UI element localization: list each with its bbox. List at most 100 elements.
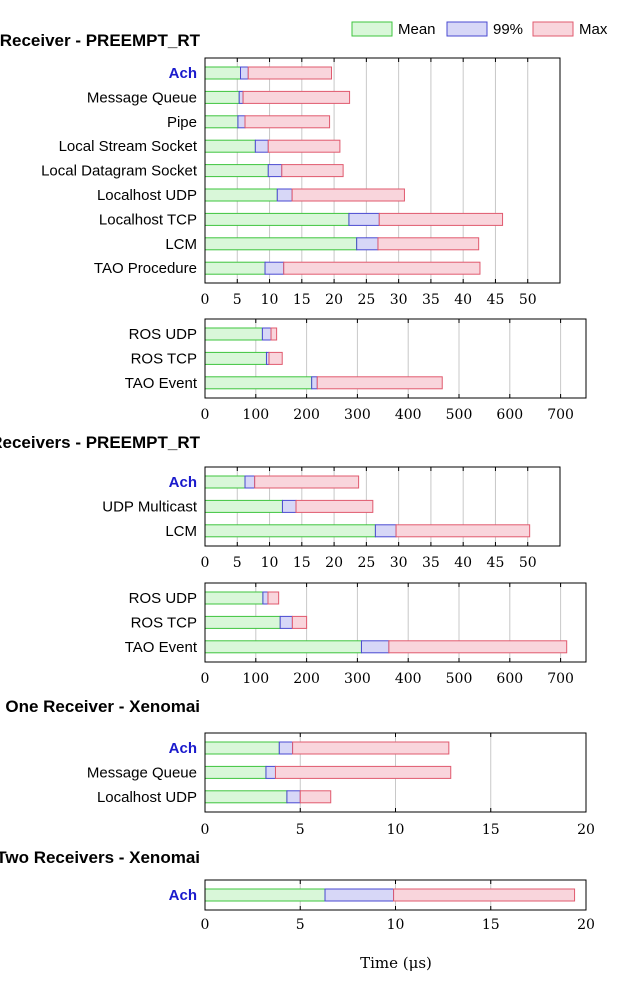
x-tick-label: 0 <box>201 822 210 838</box>
x-tick-label: 400 <box>395 671 422 687</box>
x-tick-label: 700 <box>547 671 574 687</box>
category-label: LCM <box>165 236 197 253</box>
legend-swatch-max <box>532 21 574 37</box>
x-axis-label: Time (μs) <box>360 954 432 972</box>
section-title: One Receiver - Xenomai <box>5 697 200 716</box>
x-tick-label: 0 <box>201 917 210 933</box>
bar-segment-max <box>274 765 452 779</box>
x-tick-label: 20 <box>577 917 595 933</box>
bar-segment-max <box>388 640 568 654</box>
x-tick-label: 30 <box>390 292 408 308</box>
bar-segment-max <box>281 164 344 178</box>
bar-segment-p99 <box>262 591 269 605</box>
bar-segment-max <box>247 66 333 80</box>
section-title: Two Receivers - PREEMPT_RT <box>0 433 201 452</box>
x-tick-label: 45 <box>487 292 505 308</box>
chart-panel: Two Receivers - PREEMPT_RT Ach UDP Multica… <box>0 433 561 571</box>
bar-segment-mean <box>204 237 358 251</box>
bar-segment-mean <box>204 212 350 226</box>
bar-segment-mean <box>204 524 376 538</box>
bar-segment-mean <box>204 615 281 629</box>
x-tick-label: 100 <box>242 671 269 687</box>
legend-swatch-99 <box>446 21 488 37</box>
section-title: One Receiver - PREEMPT_RT <box>0 31 201 50</box>
category-label: Ach <box>169 65 197 82</box>
bar-segment-p99 <box>311 376 318 390</box>
bar-segment-mean <box>204 499 283 513</box>
bar-segment-max <box>267 139 341 153</box>
x-tick-label: 10 <box>261 292 279 308</box>
bar-segment-p99 <box>279 615 293 629</box>
bar-segment-mean <box>204 790 288 804</box>
bar-segment-mean <box>204 351 267 365</box>
x-tick-label: 50 <box>519 292 537 308</box>
bar-segment-max <box>291 188 405 202</box>
x-tick-label: 600 <box>496 671 523 687</box>
x-tick-label: 0 <box>201 555 210 571</box>
x-tick-label: 0 <box>201 407 210 423</box>
category-label: TAO Procedure <box>94 260 197 277</box>
x-tick-label: 600 <box>496 407 523 423</box>
bar-segment-mean <box>204 164 269 178</box>
chart-panel: One Receiver - PREEMPT_RT Ach Message Queu… <box>0 31 561 308</box>
bar-segment-p99 <box>360 640 390 654</box>
bar-segment-p99 <box>281 499 297 513</box>
x-tick-label: 400 <box>395 407 422 423</box>
legend-label: Max <box>579 21 608 38</box>
bar-segment-mean <box>204 66 241 80</box>
x-tick-label: 5 <box>296 822 305 838</box>
bar-segment-mean <box>204 188 278 202</box>
x-tick-label: 30 <box>390 555 408 571</box>
x-tick-label: 15 <box>482 822 500 838</box>
category-label: Ach <box>169 474 197 491</box>
x-tick-label: 40 <box>454 292 472 308</box>
x-tick-label: 15 <box>293 292 311 308</box>
x-tick-label: 25 <box>357 555 375 571</box>
x-tick-label: 200 <box>293 671 320 687</box>
chart-panels: One Receiver - PREEMPT_RT Ach Message Queu… <box>0 31 595 933</box>
bar-segment-mean <box>204 90 240 104</box>
bar-segment-p99 <box>348 212 380 226</box>
plot-frame <box>204 466 561 547</box>
x-tick-label: 45 <box>487 555 505 571</box>
legend-label: Mean <box>398 21 436 38</box>
bar-segment-p99 <box>278 741 294 755</box>
x-tick-label: 10 <box>387 822 405 838</box>
x-tick-label: 500 <box>446 407 473 423</box>
x-tick-label: 5 <box>233 292 242 308</box>
x-tick-label: 5 <box>233 555 242 571</box>
x-tick-label: 15 <box>293 555 311 571</box>
x-tick-label: 10 <box>261 555 279 571</box>
chart-panel: One Receiver - Xenomai Ach Message Queue Lo… <box>5 697 595 838</box>
bar-segment-mean <box>204 139 256 153</box>
x-tick-label: 20 <box>577 822 595 838</box>
x-tick-label: 35 <box>422 292 440 308</box>
x-tick-label: 40 <box>454 555 472 571</box>
section-title: Two Receivers - Xenomai <box>0 848 200 867</box>
bar-segment-max <box>268 351 283 365</box>
bar-segment-p99 <box>324 888 395 902</box>
x-tick-label: 700 <box>547 407 574 423</box>
legend: Mean 99% Max <box>351 21 608 38</box>
x-tick-label: 25 <box>357 292 375 308</box>
x-tick-label: 5 <box>296 917 305 933</box>
category-label: Pipe <box>167 114 197 131</box>
bar-segment-p99 <box>276 188 293 202</box>
x-tick-label: 500 <box>446 671 473 687</box>
bar-segment-mean <box>204 765 267 779</box>
bar-segment-max <box>395 524 531 538</box>
bar-segment-max <box>295 499 374 513</box>
bar-segment-mean <box>204 376 313 390</box>
bar-segment-max <box>316 376 443 390</box>
bar-segment-p99 <box>261 327 272 341</box>
bar-segment-mean <box>204 888 326 902</box>
bar-segment-max <box>244 115 331 129</box>
category-label: TAO Event <box>125 639 198 656</box>
category-label: TAO Event <box>125 375 198 392</box>
x-tick-label: 300 <box>344 407 371 423</box>
category-label: ROS UDP <box>129 590 197 607</box>
